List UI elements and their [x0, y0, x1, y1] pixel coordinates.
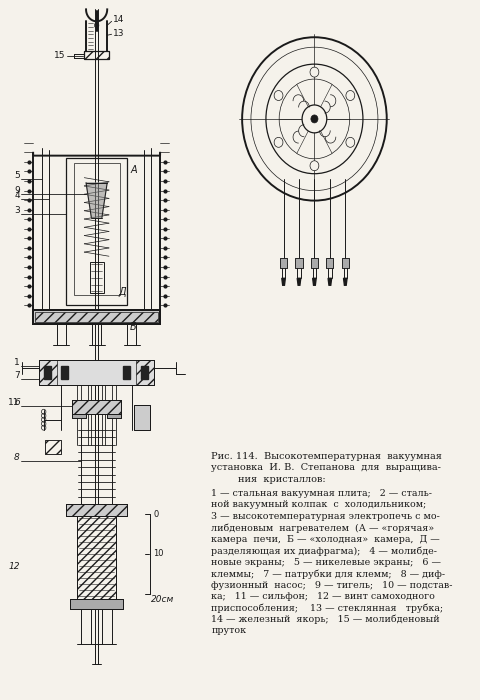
Text: установка  И. В.  Степанова  для  выращива-: установка И. В. Степанова для выращива-	[211, 463, 441, 472]
Circle shape	[310, 67, 319, 77]
Text: 5: 5	[14, 171, 20, 180]
Bar	[66, 505, 128, 517]
Bar	[72, 400, 121, 414]
Text: 20см: 20см	[151, 595, 175, 604]
Bar	[342, 258, 349, 268]
Polygon shape	[328, 279, 332, 286]
Circle shape	[346, 90, 355, 101]
Bar	[39, 360, 154, 385]
Polygon shape	[61, 366, 69, 379]
Polygon shape	[297, 279, 301, 286]
Text: 3: 3	[14, 206, 20, 214]
Text: ния  кристаллов:: ния кристаллов:	[238, 475, 325, 484]
Bar	[72, 400, 121, 414]
Bar	[46, 440, 61, 454]
Circle shape	[302, 105, 327, 133]
Bar	[326, 258, 334, 268]
Bar	[66, 505, 128, 517]
Bar	[107, 400, 121, 418]
Text: 12: 12	[9, 562, 20, 571]
Text: 14 — железный  якорь;   15 — молибденовый: 14 — железный якорь; 15 — молибденовый	[211, 615, 440, 624]
Text: Б: Б	[130, 322, 137, 332]
Text: 7: 7	[14, 371, 20, 380]
Bar	[342, 258, 349, 268]
Text: 8: 8	[14, 453, 20, 461]
Bar	[133, 405, 150, 430]
Text: 0: 0	[153, 510, 158, 519]
Bar	[296, 258, 302, 268]
Bar	[70, 599, 123, 609]
Bar	[311, 258, 318, 268]
Text: либденовым  нагревателем  (А — «горячая»: либденовым нагревателем (А — «горячая»	[211, 524, 434, 533]
Bar	[66, 158, 128, 305]
Text: Д: Д	[119, 287, 126, 298]
Circle shape	[310, 161, 319, 171]
Bar	[133, 405, 150, 430]
Bar	[39, 360, 57, 385]
Bar	[33, 310, 160, 324]
Text: камера  печи,  Б — «холодная»  камера,  Д —: камера печи, Б — «холодная» камера, Д —	[211, 535, 440, 544]
Text: 13: 13	[112, 29, 124, 38]
Bar	[35, 312, 158, 322]
Polygon shape	[123, 366, 130, 379]
Bar	[46, 440, 61, 454]
Bar	[70, 599, 123, 609]
Bar	[326, 258, 334, 268]
Bar	[280, 258, 287, 268]
Text: 4: 4	[14, 190, 20, 199]
Bar	[72, 400, 121, 414]
Text: 3 — высокотемпературная электропечь с мо-: 3 — высокотемпературная электропечь с мо…	[211, 512, 440, 521]
Bar	[84, 51, 109, 60]
Bar	[72, 400, 86, 418]
Bar	[74, 162, 120, 295]
Circle shape	[242, 37, 387, 201]
Text: 15: 15	[54, 50, 66, 60]
Polygon shape	[44, 366, 51, 379]
Polygon shape	[312, 279, 316, 286]
Polygon shape	[344, 279, 347, 286]
Bar	[296, 258, 302, 268]
Text: пруток: пруток	[211, 626, 246, 636]
Text: фузионный  насос;   9 — тигель;   10 — подстав-: фузионный насос; 9 — тигель; 10 — подста…	[211, 580, 453, 589]
Circle shape	[274, 90, 283, 101]
Bar	[33, 310, 160, 324]
Bar	[77, 517, 116, 599]
Text: приспособления;    13 — стеклянная   трубка;: приспособления; 13 — стеклянная трубка;	[211, 603, 444, 613]
Text: Рис. 114.  Высокотемпературная  вакуумная: Рис. 114. Высокотемпературная вакуумная	[211, 452, 442, 461]
Bar	[311, 258, 318, 268]
Text: 11: 11	[9, 398, 20, 407]
Text: 10: 10	[153, 550, 164, 558]
Circle shape	[274, 137, 283, 147]
Text: 14: 14	[112, 15, 124, 24]
Circle shape	[279, 79, 350, 159]
Bar	[66, 505, 128, 517]
Text: 6: 6	[14, 398, 20, 407]
Text: клеммы;   7 — патрубки для клемм;   8 — диф-: клеммы; 7 — патрубки для клемм; 8 — диф-	[211, 569, 445, 579]
Polygon shape	[86, 183, 107, 218]
Bar	[136, 360, 154, 385]
Text: ка;   11 — сильфон;   12 — винт самоходного: ка; 11 — сильфон; 12 — винт самоходного	[211, 592, 435, 601]
Bar	[90, 262, 104, 293]
Bar	[84, 51, 109, 60]
Text: 1: 1	[14, 358, 20, 367]
Bar	[72, 400, 86, 418]
Bar	[280, 258, 287, 268]
Text: ной вакуумный колпак  с  холодильником;: ной вакуумный колпак с холодильником;	[211, 500, 427, 510]
Text: А: А	[130, 164, 137, 175]
Bar	[77, 517, 116, 599]
Bar	[77, 517, 116, 599]
Text: новые экраны;   5 — никелевые экраны;   6 —: новые экраны; 5 — никелевые экраны; 6 —	[211, 558, 441, 567]
Circle shape	[251, 47, 378, 190]
Bar	[39, 360, 154, 385]
Polygon shape	[141, 366, 148, 379]
Circle shape	[266, 64, 363, 174]
Text: 1 — стальная вакуумная плита;   2 — сталь-: 1 — стальная вакуумная плита; 2 — сталь-	[211, 489, 432, 498]
Text: разделяющая их диафрагма);   4 — молибде-: разделяющая их диафрагма); 4 — молибде-	[211, 546, 437, 556]
Text: 9: 9	[14, 186, 20, 195]
Bar	[107, 400, 121, 418]
Circle shape	[311, 115, 318, 123]
Polygon shape	[282, 279, 285, 286]
Circle shape	[346, 137, 355, 147]
